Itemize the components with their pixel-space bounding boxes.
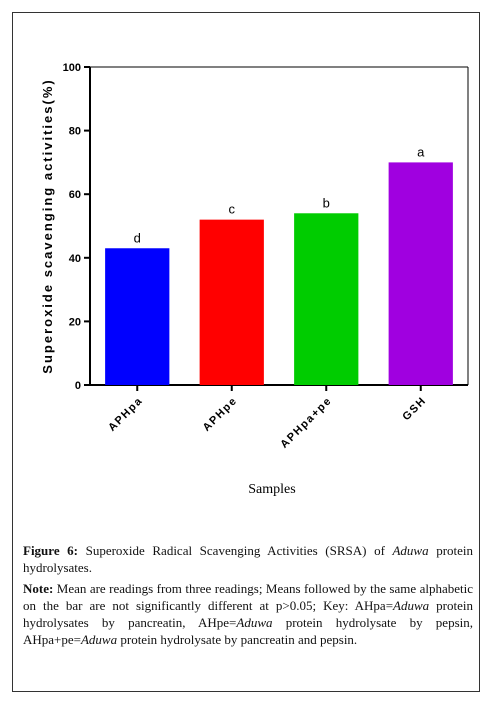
bar <box>105 248 170 385</box>
x-tick-label: APHpa <box>106 395 145 434</box>
figure-label: Figure 6: <box>23 543 78 558</box>
note: Note: Mean are readings from three readi… <box>23 580 473 648</box>
bar-letter: c <box>229 202 236 217</box>
y-tick-label: 20 <box>69 316 81 328</box>
chart: Samples Superoxide scavenging activities… <box>40 62 469 497</box>
y-tick-label: 40 <box>69 253 81 265</box>
x-axis-label: Samples <box>248 482 295 497</box>
y-tick-label: 80 <box>69 126 81 138</box>
bar <box>388 162 453 385</box>
bar-letter: b <box>323 195 330 210</box>
y-tick-label: 100 <box>63 62 81 74</box>
x-tick-label: APHpa+pe <box>278 395 334 451</box>
y-tick-label: 60 <box>69 189 81 201</box>
bar-letter: a <box>417 144 425 159</box>
bar <box>294 213 359 385</box>
note-italic: Aduwa <box>236 615 273 630</box>
caption: Figure 6: Superoxide Radical Scavenging … <box>23 542 473 648</box>
note-italic: Aduwa <box>80 632 118 647</box>
x-tick-label: GSH <box>400 395 429 424</box>
y-axis-label: Superoxide scavenging activities(%) <box>40 78 55 373</box>
note-label: Note: <box>23 581 54 596</box>
figure-caption: Figure 6: Superoxide Radical Scavenging … <box>23 542 473 576</box>
caption-italic: Aduwa <box>392 543 429 558</box>
y-tick-label: 0 <box>75 380 81 392</box>
figure-frame <box>12 12 480 692</box>
note-text: protein hydrolysate by pepsin, AHpa+pe= <box>23 615 473 647</box>
note-italic: Aduwa <box>393 598 430 613</box>
x-tick-label: APHpe <box>201 395 240 434</box>
bar <box>199 219 264 385</box>
note-text: protein hydrolysate by pancreatin and pe… <box>117 632 358 647</box>
bar-letter: d <box>134 230 141 245</box>
caption-text: Superoxide Radical Scavenging Activities… <box>85 543 393 558</box>
caption-text: protein hydrolysates. <box>23 543 474 575</box>
note-text: Mean are readings from three readings; M… <box>23 581 473 613</box>
note-text: protein hydrolysates by pancreatin, AHpe… <box>23 598 473 630</box>
